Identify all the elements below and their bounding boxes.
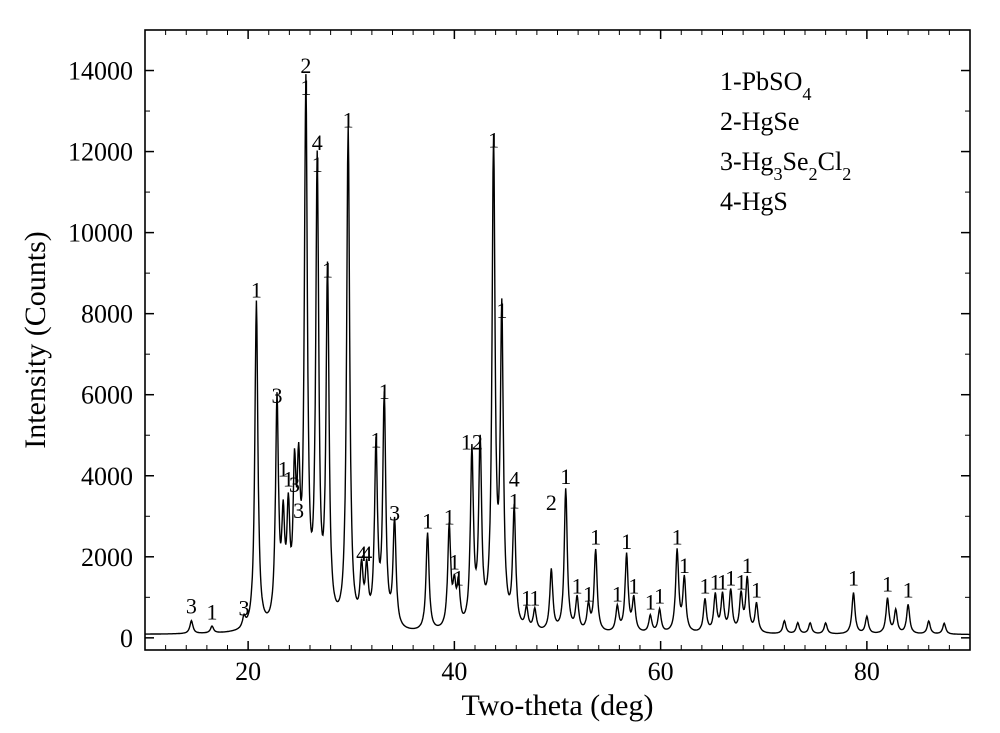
svg-text:10000: 10000: [68, 219, 133, 248]
peak-label: 1: [560, 464, 571, 489]
svg-text:2000: 2000: [81, 543, 133, 572]
legend-item: 4-HgS: [720, 187, 788, 216]
svg-text:80: 80: [854, 657, 880, 686]
peak-label: 1: [312, 152, 323, 177]
chart-svg: 20 40 60 80 0 2000 4000 6000 8000 10000 12000 14000…: [0, 0, 1000, 733]
peak-label: 1: [343, 107, 354, 132]
peak-label: 1: [300, 75, 311, 100]
peak-label: 3: [389, 500, 400, 525]
peak-label: 1: [583, 581, 594, 606]
svg-text:14000: 14000: [68, 57, 133, 86]
peak-label: 1: [590, 525, 601, 550]
peak-label: 1: [903, 577, 914, 602]
peak-label: 1: [672, 525, 683, 550]
x-axis-label: Two-theta (deg): [462, 689, 654, 722]
peak-label: 3: [239, 596, 250, 621]
peak-label: 1: [444, 504, 455, 529]
svg-text:4000: 4000: [81, 462, 133, 491]
peak-label: 1: [742, 553, 753, 578]
peak-label: 1: [751, 577, 762, 602]
peak-label: 1: [496, 298, 507, 323]
peak-label: 1: [572, 573, 583, 598]
svg-text:20: 20: [235, 657, 261, 686]
peak-label: 2: [546, 490, 557, 515]
svg-text:40: 40: [441, 657, 467, 686]
svg-text:12000: 12000: [68, 138, 133, 167]
peak-label: 3: [186, 594, 197, 619]
peak-label: 1: [628, 573, 639, 598]
peak-label: 1: [422, 509, 433, 534]
peak-label: 1: [322, 257, 333, 282]
peak-label: 1: [488, 128, 499, 153]
peak-label: 1: [848, 565, 859, 590]
peak-label: 4: [361, 541, 372, 566]
peak-label: 1: [654, 584, 665, 609]
peak-label: 1: [621, 529, 632, 554]
peak-label: 1: [251, 278, 262, 303]
peak-label: 3: [289, 472, 300, 497]
peak-label: 1: [453, 565, 464, 590]
peak-label: 1: [207, 600, 218, 625]
svg-text:8000: 8000: [81, 300, 133, 329]
peak-label: 1: [882, 571, 893, 596]
svg-text:0: 0: [120, 624, 133, 653]
peak-label: 12: [461, 430, 483, 455]
peak-label: 1: [379, 379, 390, 404]
peak-label: 1: [371, 427, 382, 452]
legend-item: 2-HgSe: [720, 107, 799, 136]
svg-text:6000: 6000: [81, 381, 133, 410]
peak-label: 1: [612, 581, 623, 606]
peak-label: 3: [293, 498, 304, 523]
svg-text:60: 60: [648, 657, 674, 686]
y-axis-label: Intensity (Counts): [19, 231, 52, 449]
peak-label: 3: [272, 383, 283, 408]
peak-label: 1: [679, 553, 690, 578]
peak-label: 1: [509, 488, 520, 513]
xrd-chart: 20 40 60 80 0 2000 4000 6000 8000 10000 12000 14000…: [0, 0, 1000, 733]
peak-label: 1: [529, 586, 540, 611]
